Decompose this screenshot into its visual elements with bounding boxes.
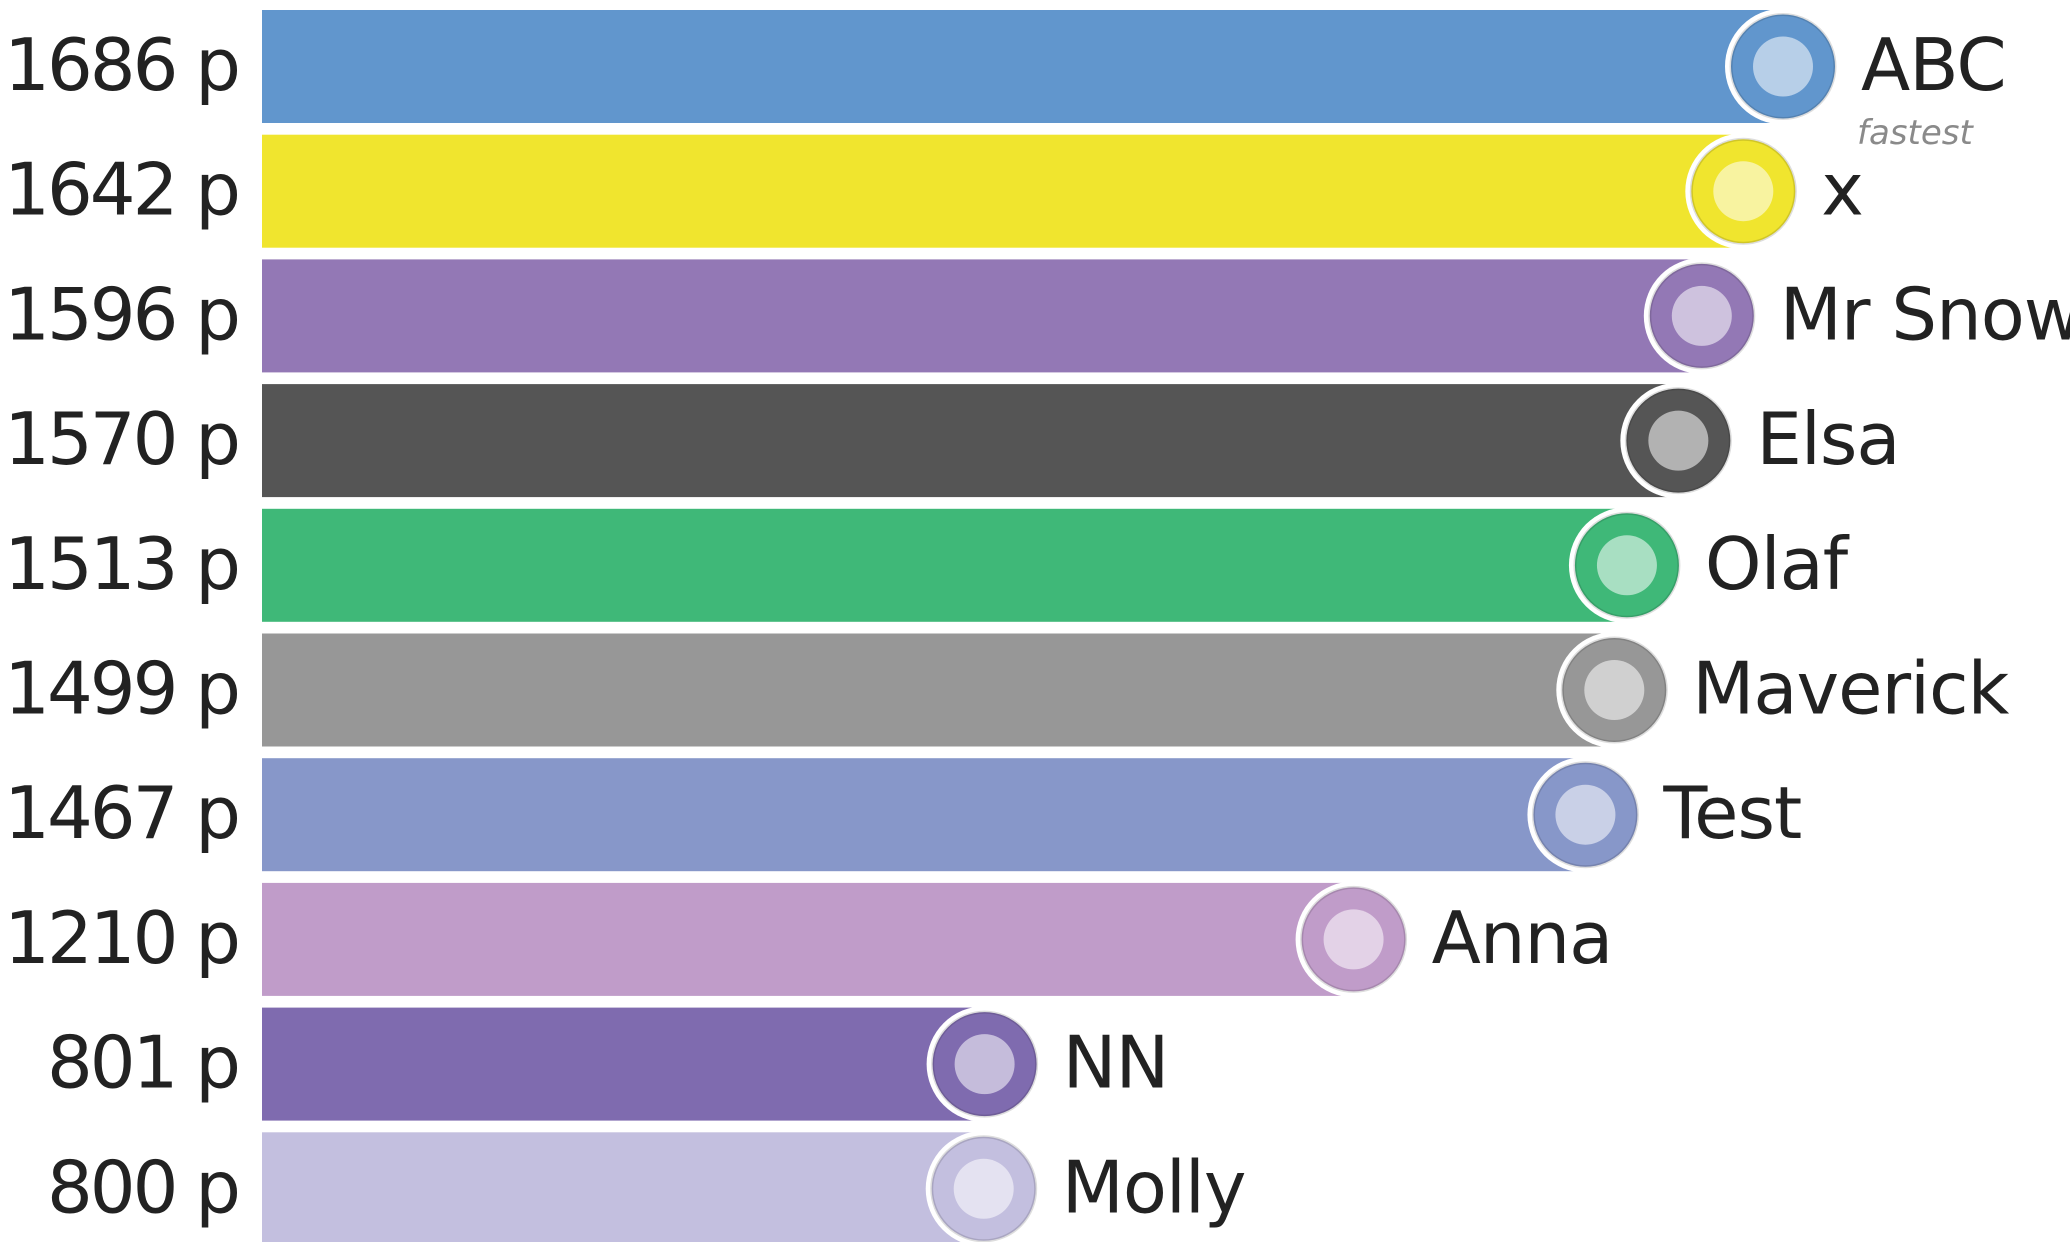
score-label: 801 p xyxy=(47,1021,238,1105)
bar xyxy=(262,1007,985,1121)
player-name: x xyxy=(1821,148,1863,232)
avatar-face xyxy=(1713,161,1774,222)
score-label: 1499 p xyxy=(4,647,238,731)
avatar-face xyxy=(1323,909,1384,970)
player-name: Anna xyxy=(1432,896,1613,980)
bar xyxy=(262,259,1702,373)
score-label: 1596 p xyxy=(4,272,238,356)
score-label: 1570 p xyxy=(4,397,238,481)
player-name: Test xyxy=(1662,771,1801,855)
bar xyxy=(262,384,1679,498)
score-label: 1513 p xyxy=(4,522,238,606)
bar xyxy=(262,758,1586,872)
score-label: 1467 p xyxy=(4,771,238,855)
avatar-face xyxy=(1671,285,1732,346)
player-name: NN xyxy=(1063,1021,1169,1105)
player-name: Elsa xyxy=(1756,397,1899,481)
avatar-face xyxy=(1753,36,1813,97)
score-label: 800 p xyxy=(47,1145,238,1229)
player-name: Mr Snow xyxy=(1780,272,2070,356)
player-name: ABC xyxy=(1861,23,2006,107)
avatar-face xyxy=(953,1158,1014,1219)
player-name: Molly xyxy=(1062,1145,1246,1229)
bar xyxy=(262,633,1615,747)
bar xyxy=(262,882,1354,996)
annotation: fastest xyxy=(1857,113,1974,153)
avatar-face xyxy=(954,1034,1015,1095)
score-label: 1642 p xyxy=(4,148,238,232)
bar xyxy=(262,10,1783,123)
bar xyxy=(262,134,1744,248)
avatar-face xyxy=(1584,660,1645,720)
score-label: 1686 p xyxy=(4,23,238,107)
player-name: Maverick xyxy=(1692,647,2009,731)
avatar-face xyxy=(1555,784,1616,845)
avatar-face xyxy=(1648,410,1709,471)
score-label: 1210 p xyxy=(4,896,238,980)
bar xyxy=(262,508,1627,622)
avatar-face xyxy=(1596,535,1657,596)
bar xyxy=(262,1132,984,1242)
player-name: Olaf xyxy=(1705,522,1850,606)
